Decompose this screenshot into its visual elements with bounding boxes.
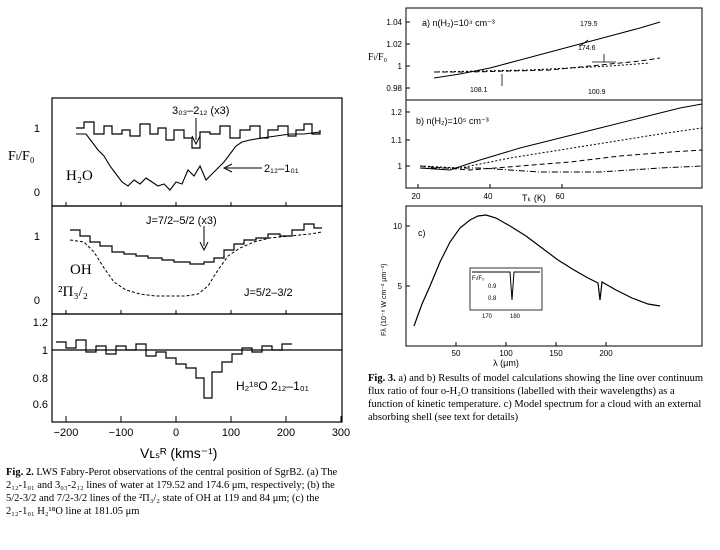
- fig3-caption-title: Fig. 3.: [368, 373, 396, 384]
- figure-3: a) n(H₂)=10⁴ cm⁻³ 1.04 1.02 1 0.98 Fₗ/F₀…: [368, 7, 703, 368]
- fig3-c-ylabel: Fλ (10⁻⁸ W cm⁻² μm⁻¹): [381, 263, 388, 336]
- fig2-oh-72-spectrum: [70, 223, 322, 265]
- fig2-xtick-0: 0: [173, 427, 179, 439]
- fig2-mid-annotation-1: J=7/2–5/2 (x3): [146, 215, 217, 227]
- fig3-panel-b-frame: [405, 99, 703, 189]
- fig3-a-line-174: [434, 57, 661, 73]
- fig3-b-label: b) n(H₂)=10⁵ cm⁻³: [416, 116, 489, 126]
- fig3-a-line-label-174: 174.6: [578, 45, 596, 52]
- fig3-c-inset-ytick-0.8: 0.8: [488, 296, 497, 302]
- fig3-caption: Fig. 3. a) and b) Results of model calcu…: [368, 372, 712, 424]
- figure-2: 1 0 1 0 1.2 1 0.8 0.6 Fₗ/F₀ H₂O 3₀₃–2₁₂ …: [8, 97, 350, 461]
- fig2-h218o-spectrum: [56, 339, 292, 399]
- fig2-top-annotation-2: 2₁₂–1₀₁: [264, 163, 299, 175]
- fig3-c-xtick-100: 100: [499, 349, 513, 358]
- fig3-b-line-4: [420, 165, 703, 173]
- fig3-c-ytick-5: 5: [398, 282, 403, 291]
- fig3-b-xtick-20: 20: [412, 192, 421, 201]
- fig3-a-label: a) n(H₂)=10⁴ cm⁻³: [422, 18, 495, 28]
- fig2-caption-title: Fig. 2.: [6, 467, 34, 478]
- fig2-mid-annotation-2: J=5/2–3/2: [244, 287, 293, 299]
- fig3-b-ytick-1.1: 1.1: [391, 136, 403, 145]
- fig2-oh-52-spectrum: [69, 231, 323, 297]
- fig3-b-line-2: [419, 127, 703, 169]
- fig3-b-ytick-1: 1: [398, 162, 403, 171]
- fig2-bot-ytick-1.2: 1.2: [33, 317, 48, 329]
- fig2-top-ytick-1: 1: [34, 123, 40, 135]
- fig3-a-line-label-179: 179.5: [580, 21, 598, 28]
- fig2-xtick-n100: −100: [109, 427, 134, 439]
- fig3-a-ylabel: Fₗ/F₀: [368, 52, 388, 63]
- fig2-bot-ytick-1: 1: [42, 345, 48, 357]
- fig2-top-ytick-0: 0: [34, 187, 40, 199]
- fig2-ylabel: Fₗ/F₀: [8, 149, 35, 164]
- fig2-xtick-200: 200: [277, 427, 295, 439]
- fig2-panel-bot-frame: [51, 313, 343, 423]
- fig2-xtick-300: 300: [332, 427, 350, 439]
- fig3-c-inset-xtick-180: 180: [510, 314, 521, 320]
- fig3-c-xtick-150: 150: [549, 349, 563, 358]
- fig3-a-ytick-0.98: 0.98: [386, 84, 402, 93]
- fig3-b-xtick-40: 40: [484, 192, 493, 201]
- fig3-c-ytick-10: 10: [393, 222, 402, 231]
- fig3-b-xtick-60: 60: [556, 192, 565, 201]
- fig2-mid-species: OH: [70, 262, 92, 278]
- fig3-c-inset-frame: [469, 267, 543, 311]
- fig3-a-ytick-1.04: 1.04: [386, 18, 402, 27]
- fig3-c-spectrum: [413, 214, 661, 327]
- fig3-c-inset-xtick-170: 170: [482, 314, 493, 320]
- fig2-mid-ytick-1: 1: [34, 231, 40, 243]
- fig3-a-line-label-100: 100.9: [588, 89, 606, 96]
- fig2-bot-ytick-0.6: 0.6: [33, 399, 48, 411]
- fig2-mid-state: ²Π₃/₂: [58, 284, 88, 300]
- fig3-c-label: c): [418, 228, 426, 238]
- fig3-a-ytick-1: 1: [398, 62, 403, 71]
- fig3-a-ytick-1.02: 1.02: [386, 40, 402, 49]
- fig2-caption: Fig. 2. LWS Fabry-Perot observations of …: [6, 466, 346, 518]
- fig3-c-inset-ytick-0.9: 0.9: [488, 284, 497, 290]
- fig2-xtick-100: 100: [222, 427, 240, 439]
- fig3-b-xlabel: Tₖ (K): [522, 193, 546, 203]
- fig2-h2o-303-spectrum: [76, 121, 321, 149]
- fig2-h2o-212-spectrum: [76, 131, 321, 191]
- fig3-a-line-108: [433, 62, 651, 73]
- fig2-mid-ytick-0: 0: [34, 295, 40, 307]
- fig3-c-inset-spectrum: [472, 271, 540, 301]
- fig2-top-species: H₂O: [66, 168, 93, 184]
- fig2-bot-annotation: H₂¹⁸O 2₁₂–1₀₁: [236, 379, 309, 393]
- fig3-c-xtick-200: 200: [599, 349, 613, 358]
- fig2-xlabel: Vʟₛᴿ (kms⁻¹): [140, 445, 217, 461]
- fig3-panel-c-frame: [405, 205, 703, 347]
- fig2-xtick-n200: −200: [54, 427, 79, 439]
- fig2-caption-text: LWS Fabry-Perot observations of the cent…: [6, 467, 338, 517]
- fig3-b-line-1: [419, 103, 703, 171]
- fig3-c-inset-ylabel: Fₗ/F₀: [472, 276, 485, 282]
- fig3-c-xlabel: λ (μm): [493, 358, 519, 368]
- fig3-b-line-3: [419, 149, 703, 171]
- fig3-a-line-label-108: 108.1: [470, 87, 488, 94]
- fig3-caption-text: a) and b) Results of model calculations …: [368, 373, 704, 423]
- fig3-b-ytick-1.2: 1.2: [391, 108, 403, 117]
- fig2-top-annotation-1: 3₀₃–2₁₂ (x3): [172, 105, 229, 117]
- fig2-bot-ytick-0.8: 0.8: [33, 373, 48, 385]
- fig3-c-xtick-50: 50: [452, 349, 461, 358]
